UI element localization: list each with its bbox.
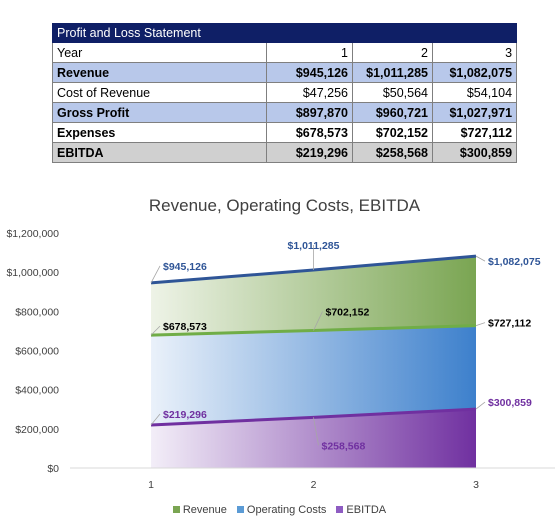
leader-line <box>150 325 161 336</box>
y-tick-label: $1,000,000 <box>6 267 59 279</box>
cell: $300,859 <box>431 142 518 163</box>
cell: $897,870 <box>266 102 353 123</box>
y-tick-label: $800,000 <box>15 306 59 318</box>
y-tick-label: $1,200,000 <box>6 228 59 240</box>
data-label: $727,112 <box>488 318 531 330</box>
row-label: Expenses <box>52 122 267 143</box>
legend-label: Operating Costs <box>246 504 327 516</box>
cell: $727,112 <box>431 122 518 143</box>
data-label: $678,573 <box>163 321 207 333</box>
legend-label: Revenue <box>182 504 227 516</box>
cell: $945,126 <box>266 62 353 83</box>
table-row: Cost of Revenue $47,256 $50,564 $54,104 <box>52 82 518 103</box>
cell: $1,027,971 <box>431 102 518 123</box>
x-tick-label: 2 <box>311 479 317 491</box>
table-row: Gross Profit $897,870 $960,721 $1,027,97… <box>52 102 518 123</box>
data-label: $945,126 <box>163 261 207 273</box>
table-title: Profit and Loss Statement <box>51 23 518 43</box>
leader-line <box>313 417 319 446</box>
cell: $258,568 <box>352 142 433 163</box>
y-tick-label: $200,000 <box>15 424 59 436</box>
data-label: $1,011,285 <box>288 240 340 252</box>
leader-line <box>475 401 486 410</box>
cell: $1,011,285 <box>352 62 433 83</box>
data-label: $300,859 <box>488 397 532 409</box>
series-area <box>151 409 476 468</box>
leader-line <box>475 322 486 326</box>
legend-item: Operating Costs <box>236 504 327 516</box>
data-label: $258,568 <box>322 440 366 452</box>
y-tick-label: $0 <box>47 463 59 475</box>
legend-item: Revenue <box>172 504 227 516</box>
row-label: Revenue <box>52 62 267 83</box>
table-row: Revenue $945,126 $1,011,285 $1,082,075 <box>52 62 518 83</box>
cell: $678,573 <box>266 122 353 143</box>
x-tick-label: 1 <box>148 479 154 491</box>
legend-swatch <box>336 506 344 513</box>
pl-table: Profit and Loss Statement Year 1 2 3 Rev… <box>51 23 518 163</box>
leader-line <box>313 311 323 331</box>
cell: $50,564 <box>352 82 433 103</box>
data-label: $219,296 <box>163 409 207 421</box>
table-title-row: Profit and Loss Statement <box>51 23 518 43</box>
chart-legend: Revenue Operating Costs EBITDA <box>0 504 559 516</box>
leader-line <box>150 413 161 426</box>
row-label: EBITDA <box>52 142 267 163</box>
data-label: $702,152 <box>326 306 370 318</box>
legend-swatch <box>172 506 180 513</box>
cell: $47,256 <box>266 82 353 103</box>
table-row: EBITDA $219,296 $258,568 $300,859 <box>52 142 518 163</box>
chart-title: Revenue, Operating Costs, EBITDA <box>148 196 421 215</box>
legend-item: EBITDA <box>336 504 386 516</box>
leader-line <box>475 255 486 262</box>
table-row: Expenses $678,573 $702,152 $727,112 <box>52 122 518 143</box>
leader-line <box>150 265 161 284</box>
legend-label: EBITDA <box>346 504 387 516</box>
cell: $960,721 <box>352 102 433 123</box>
cell: $219,296 <box>266 142 353 163</box>
y-tick-label: $400,000 <box>15 385 59 397</box>
row-label: Gross Profit <box>52 102 267 123</box>
legend-swatch <box>236 506 244 513</box>
table-header-row: Year 1 2 3 <box>52 42 518 63</box>
data-label: $1,082,075 <box>488 256 541 268</box>
y-tick-label: $600,000 <box>15 346 59 358</box>
cell: $1,082,075 <box>431 62 518 83</box>
x-tick-label: 3 <box>473 479 479 491</box>
